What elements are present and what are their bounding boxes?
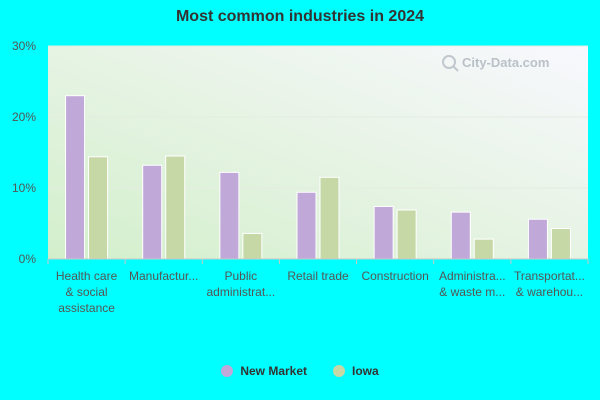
bar-iowa (242, 232, 263, 260)
legend-swatch-new-market (221, 365, 234, 377)
legend-swatch-iowa (333, 365, 346, 377)
bar-iowa (473, 238, 494, 260)
bar-iowa (88, 156, 109, 260)
legend-item-iowa: Iowa (333, 364, 379, 378)
x-tick-label: Transportat... & warehou... (514, 269, 585, 299)
bar-new-market (373, 205, 394, 260)
y-axis-ticks: 0% 10% 20% 30% (12, 39, 36, 266)
magnifier-icon (442, 55, 459, 72)
y-tick-label: 0% (19, 252, 37, 266)
watermark-text: City-Data.com (462, 55, 549, 70)
bar-new-market (296, 191, 317, 260)
x-tick-label: Manufactur... (129, 269, 198, 283)
bar-new-market (142, 164, 163, 260)
watermark: City-Data.com (442, 55, 549, 72)
bar-new-market (65, 95, 86, 260)
x-axis-ticks: Health care & social assistance Manufactur.… (56, 269, 585, 315)
legend-label-new-market: New Market (240, 364, 308, 378)
bar-iowa (396, 209, 417, 260)
legend-item-new-market: New Market (221, 364, 307, 378)
bar-new-market (527, 218, 548, 260)
x-tick-label: Construction (361, 269, 428, 283)
x-tick-label: Health care & social assistance (56, 269, 118, 315)
bar-new-market (450, 211, 471, 260)
bars (65, 95, 571, 260)
bar-new-market (219, 171, 240, 260)
bar-iowa (165, 155, 186, 260)
x-tick-label: Public administrat... (207, 269, 276, 299)
legend-label-iowa: Iowa (352, 364, 379, 378)
x-tick-label: Administra... & waste m... (439, 269, 506, 299)
y-tick-label: 30% (12, 39, 36, 53)
chart-title: Most common industries in 2024 (175, 8, 425, 25)
gridlines (48, 45, 588, 189)
plot-area (48, 46, 588, 259)
y-tick-label: 10% (12, 181, 36, 195)
legend: New Market Iowa (0, 364, 600, 378)
x-tick-label: Retail trade (287, 269, 349, 283)
bar-iowa (319, 176, 340, 260)
y-tick-label: 20% (12, 110, 36, 124)
x-axis-separators (47, 259, 589, 264)
bar-iowa (550, 227, 571, 260)
